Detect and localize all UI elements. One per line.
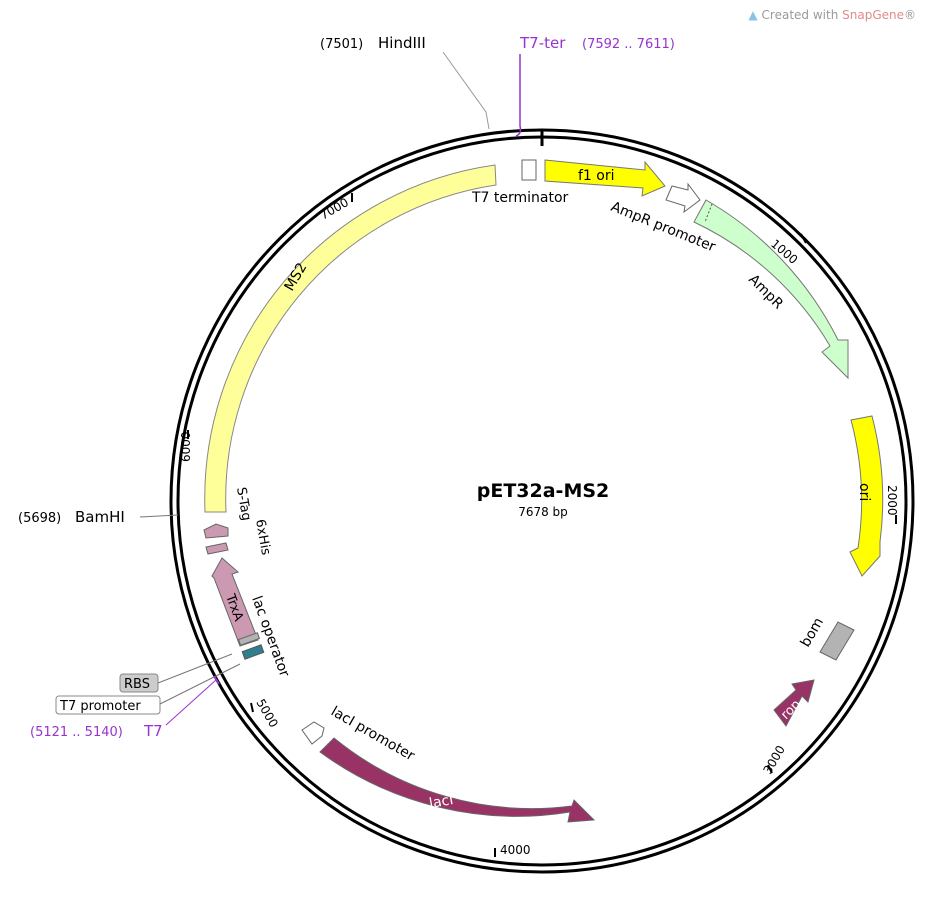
tick-label-4000: 4000 bbox=[500, 843, 531, 857]
ampr-feature bbox=[693, 199, 849, 380]
t7ter-primer-arrow bbox=[515, 54, 522, 137]
rbs-label: RBS bbox=[124, 677, 150, 692]
snapgene-logo-icon: ▲ bbox=[748, 8, 758, 22]
bamhi-position: (5698) bbox=[18, 511, 61, 526]
his6-label: 6xHis bbox=[252, 518, 273, 556]
ori-label: ori bbox=[856, 483, 872, 501]
t7-primer-arrow bbox=[165, 679, 217, 726]
hindiii-position: (7501) bbox=[320, 37, 363, 52]
t7-promoter-box bbox=[55, 695, 161, 715]
laci-feature bbox=[319, 737, 596, 823]
ori-feature bbox=[849, 415, 884, 577]
tick-label-5000: 5000 bbox=[253, 697, 280, 730]
t7ter-label: T7-ter bbox=[519, 34, 566, 52]
t7-terminator-label: T7 terminator bbox=[471, 190, 569, 206]
f1-ori-feature bbox=[544, 159, 666, 197]
stag-feature bbox=[203, 523, 229, 539]
laci-label: lacI bbox=[428, 792, 455, 812]
t7-range: (5121 .. 5140) bbox=[30, 725, 123, 740]
trxa-feature bbox=[211, 557, 259, 647]
stag-label: S-Tag bbox=[233, 486, 254, 522]
snapgene-watermark: ▲ Created with SnapGene® bbox=[748, 8, 916, 22]
bom-label: bom bbox=[798, 615, 827, 650]
t7-label: T7 bbox=[143, 722, 163, 740]
t7-promoter-label: T7 promoter bbox=[59, 699, 141, 714]
lac-operator-feature bbox=[241, 644, 265, 660]
tick-label-2000: 2000 bbox=[885, 485, 899, 516]
bamhi-label: BamHI bbox=[75, 508, 125, 526]
plasmid-name: pET32a-MS2 bbox=[477, 480, 610, 502]
ampr-promoter-feature bbox=[665, 182, 701, 214]
hindiii-label: HindIII bbox=[378, 34, 426, 52]
t7-terminator-box bbox=[521, 159, 537, 181]
ms2-feature bbox=[204, 164, 497, 513]
his6-feature bbox=[205, 542, 229, 555]
t7ter-range: (7592 .. 7611) bbox=[582, 37, 675, 52]
bom-feature bbox=[819, 621, 855, 661]
plasmid-length: 7678 bp bbox=[518, 505, 568, 519]
tick-label-7000: 7000 bbox=[318, 195, 351, 222]
laci-promoter-feature bbox=[301, 721, 325, 745]
rop-feature bbox=[773, 679, 815, 727]
tick-marks bbox=[187, 193, 897, 857]
f1-ori-label: f1 ori bbox=[578, 168, 615, 184]
tick-label-6000: 6000 bbox=[179, 431, 193, 462]
